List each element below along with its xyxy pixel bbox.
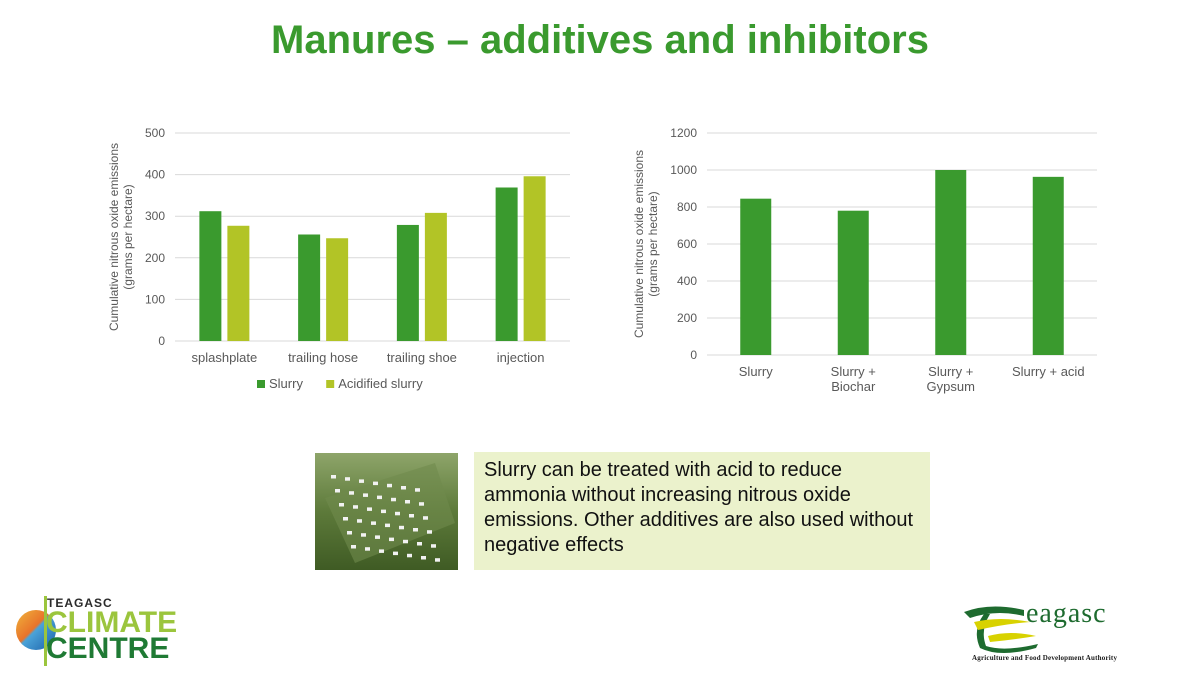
x-tick-label: Gypsum — [927, 379, 975, 394]
teagasc-logo-subtitle: Agriculture and Food Development Authori… — [972, 654, 1118, 662]
trial-plot-marker — [351, 545, 356, 549]
climate-centre-logo-line3: CENTRE — [46, 632, 170, 665]
teagasc-climate-centre-logo — [14, 590, 179, 670]
y-tick-label: 1000 — [670, 163, 697, 177]
trial-plot-marker — [421, 556, 426, 560]
trial-plot-marker — [353, 505, 358, 509]
trial-plot-marker — [367, 507, 372, 511]
trial-plot-marker — [347, 531, 352, 535]
trial-plot-marker — [373, 481, 378, 486]
field-trial-photo — [315, 453, 458, 570]
y-tick-label: 600 — [677, 237, 697, 251]
bar — [396, 224, 419, 341]
callout-text: Slurry can be treated with acid to reduc… — [474, 452, 930, 570]
trial-plot-marker — [393, 551, 398, 556]
trial-plot-marker — [365, 547, 370, 551]
trial-plot-marker — [395, 511, 400, 516]
trial-plot-marker — [331, 475, 336, 479]
trial-plot-marker — [407, 553, 412, 558]
y-axis-title: Cumulative nitrous oxide emissions(grams… — [632, 150, 660, 338]
trial-plot-marker — [405, 500, 410, 504]
chart-emissions-by-application-method: 0 100 200 300 400 500 Cumulative nitrous oxide… — [107, 126, 570, 391]
y-axis-title-line: Cumulative nitrous oxide emissions — [632, 150, 646, 338]
bar — [935, 170, 967, 355]
bar — [298, 234, 321, 341]
trial-plot-marker — [375, 535, 380, 539]
y-tick-label: 200 — [677, 311, 697, 325]
y-axis-title-line: (grams per hectare) — [121, 184, 135, 289]
y-tick-label: 300 — [145, 209, 165, 223]
trial-plot-marker — [401, 486, 406, 490]
trial-plot-marker — [417, 542, 422, 546]
trial-plot-marker — [385, 523, 390, 528]
trial-plot-marker — [387, 483, 392, 488]
x-tick-label: Biochar — [831, 379, 876, 394]
bar — [326, 238, 349, 341]
x-tick-label: Slurry — [739, 364, 773, 379]
trial-plot-marker — [435, 558, 440, 562]
bar — [740, 198, 772, 355]
bar — [1032, 176, 1064, 355]
bar — [837, 210, 869, 355]
bar — [199, 211, 222, 341]
trial-plot-marker — [335, 489, 340, 493]
trial-plot-marker — [423, 516, 428, 520]
bar — [227, 225, 250, 341]
trial-plot-marker — [361, 533, 366, 537]
trial-plot-marker — [415, 488, 420, 492]
y-tick-label: 800 — [677, 200, 697, 214]
legend-label: Slurry — [269, 376, 303, 391]
y-tick-label: 500 — [145, 126, 165, 140]
y-axis-title-line: (grams per hectare) — [646, 191, 660, 296]
trial-plot-marker — [389, 537, 394, 542]
legend-label: Acidified slurry — [338, 376, 423, 391]
bar — [495, 187, 518, 341]
trial-plot-marker — [419, 502, 424, 506]
x-tick-label: Slurry + acid — [1012, 364, 1085, 379]
trial-plot-marker — [345, 477, 350, 481]
trial-plot-marker — [377, 495, 382, 500]
trial-plot-marker — [357, 519, 362, 523]
trial-plot-marker — [371, 521, 376, 525]
trial-plot-marker — [413, 528, 418, 532]
trial-plot-marker — [349, 491, 354, 495]
teagasc-logo — [960, 600, 1170, 670]
chart-emissions-by-additive: 0 200 400 600 800 1000 1200 Cumulative nitrous … — [632, 126, 1097, 394]
trial-plot-marker — [359, 479, 364, 483]
y-axis-title: Cumulative nitrous oxide emissions(grams… — [107, 143, 135, 331]
legend-swatch — [326, 380, 335, 388]
y-tick-label: 200 — [145, 251, 165, 265]
y-tick-label: 400 — [677, 274, 697, 288]
x-tick-label: Slurry + — [831, 364, 876, 379]
y-tick-label: 400 — [145, 168, 165, 182]
trial-plot-marker — [381, 509, 386, 514]
slide-title: Manures – additives and inhibitors — [271, 18, 929, 62]
x-tick-label: trailing shoe — [387, 350, 457, 365]
trial-plot-marker — [399, 525, 404, 530]
y-tick-label: 1200 — [670, 126, 697, 140]
trial-plot-marker — [363, 493, 368, 497]
teagasc-logo-wordmark: eagasc — [1026, 598, 1107, 629]
climate-centre-logo-line1: TEAGASC — [47, 596, 113, 610]
x-tick-label: injection — [497, 350, 545, 365]
trial-plot-marker — [343, 517, 348, 521]
climate-centre-logo-line2: CLIMATE — [46, 606, 178, 639]
x-tick-label: splashplate — [191, 350, 257, 365]
bar — [523, 176, 546, 341]
trial-plot-marker — [379, 549, 384, 553]
y-tick-label: 100 — [145, 292, 165, 306]
trial-plot-marker — [339, 503, 344, 507]
x-tick-label: Slurry + — [928, 364, 973, 379]
bar — [424, 212, 447, 341]
y-tick-label: 0 — [158, 334, 165, 348]
legend-swatch — [257, 380, 265, 388]
x-tick-label: trailing hose — [288, 350, 358, 365]
y-axis-title-line: Cumulative nitrous oxide emissions — [107, 143, 121, 331]
trial-plot-marker — [427, 530, 432, 534]
trial-plot-marker — [409, 514, 414, 518]
y-tick-label: 0 — [690, 348, 697, 362]
trial-plot-marker — [391, 497, 396, 502]
trial-plot-marker — [403, 539, 408, 544]
trial-plot-marker — [431, 544, 436, 548]
